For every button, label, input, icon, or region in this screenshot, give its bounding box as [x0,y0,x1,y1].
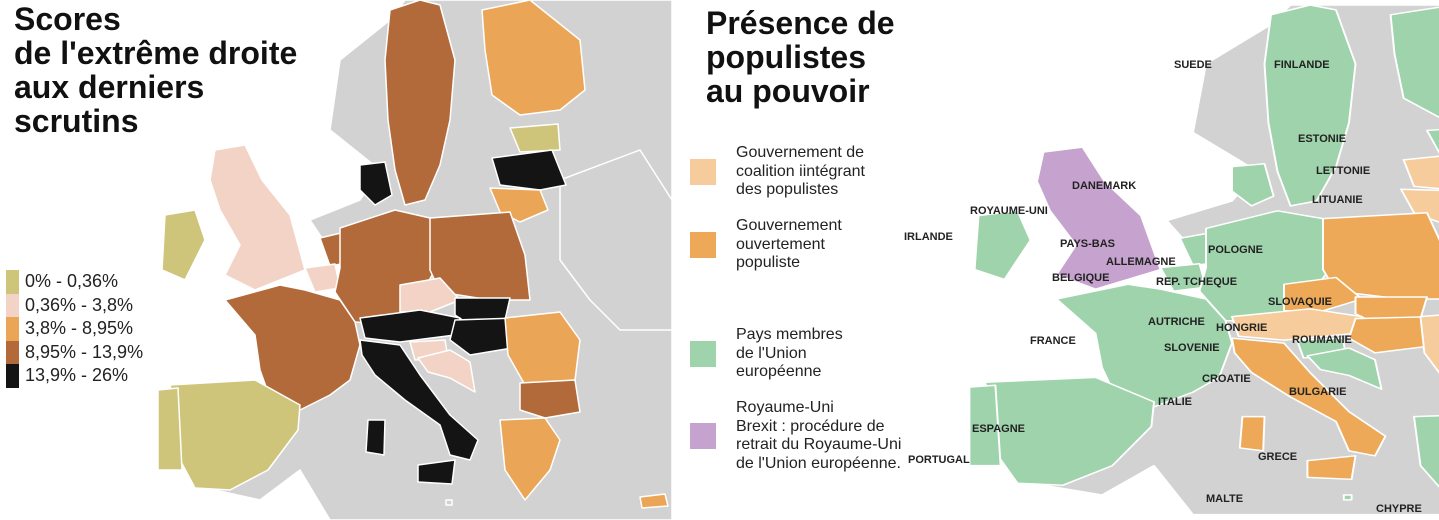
non-eu-land [559,149,672,331]
legend-label: Gouvernement de coalition iintégrant des… [736,144,865,198]
legend-label: 8,95% - 13,9% [25,341,144,362]
country-danemark [359,161,393,206]
legend-label: Royaume-Uni Brexit : procédure de retrai… [736,399,902,472]
right-map-panel: SUEDE FINLANDE ESTONIE LETTONIE LITUANIE DANE… [674,0,1439,520]
country-rep-tcheque [399,277,461,313]
country-italie [359,339,479,461]
legend-item: 0% - 0,36% [6,270,143,294]
country-royaume-uni [1036,146,1162,290]
legend-swatch [690,231,716,258]
legend-swatch [6,293,19,317]
country-label-lituanie: LITUANIE [1312,194,1363,206]
legend-swatch [6,364,19,388]
country-suede [384,0,456,206]
country-label-allemagne: ALLEMAGNE [1106,256,1176,268]
country-italie [1238,415,1266,452]
legend-item: 13,9% - 26% [6,364,143,388]
legend-label: Pays membres de l'Union européenne [736,326,843,380]
country-belgique [304,263,341,293]
legend-swatch [6,317,19,341]
right-map: SUEDE FINLANDE ESTONIE LETTONIE LITUANIE DANE… [904,4,1439,516]
country-label-pays-bas: PAYS-BAS [1060,238,1115,250]
country-danemark [1231,163,1275,207]
country-label-croatie: CROATIE [1202,373,1251,385]
legend-item: Gouvernement ouvertement populiste [690,217,842,273]
country-italie [1231,337,1387,457]
legend-item: Royaume-Uni Brexit : procédure de retrai… [690,399,901,473]
country-lettonie [1402,155,1439,190]
legend-label: 0,36% - 3,8% [25,294,134,315]
country-label-espagne: ESPAGNE [972,423,1025,435]
country-label-grece: GRECE [1258,451,1297,463]
country-label-estonie: ESTONIE [1298,133,1346,145]
legend-label: Gouvernement ouvertement populiste [736,217,842,271]
country-italie [1306,455,1357,481]
left-map-title: Scores de l'extrême droite aux derniers … [14,1,298,139]
legend-swatch [6,340,19,364]
country-bulgarie [519,379,581,419]
country-label-france: FRANCE [1030,335,1076,347]
country-suede [1263,4,1357,207]
country-rep-tcheque [1283,276,1363,312]
country-finlande [481,0,586,116]
country-estonie [509,123,561,153]
country-label-pologne: POLOGNE [1208,244,1263,256]
legend-label: 0% - 0,36% [25,271,119,292]
country-france [1055,283,1233,408]
country-irlande [161,209,206,281]
country-croatie [417,349,476,393]
country-finlande [1389,6,1439,119]
country-label-lettonie: LETTONIE [1316,165,1370,177]
country-label-portugal: PORTUGAL [908,454,970,466]
country-irlande [973,210,1032,281]
left-map [157,0,672,520]
legend-swatch [6,270,19,294]
country-portugal [157,387,183,471]
country-grece [1413,415,1439,488]
legend-swatch [690,423,716,449]
legend-item: 8,95% - 13,9% [6,340,144,364]
country-royaume-uni [209,144,306,291]
country-lituanie [1400,188,1439,224]
country-label-roumanie: ROUMANIE [1292,334,1352,346]
legend-label: 3,8% - 8,95% [25,318,134,339]
left-map-legend: 0% - 0,36% 0,36% - 3,8% 3,8% - 8,95% 8,9… [6,270,143,388]
country-label-autriche: AUTRICHE [1148,316,1205,328]
legend-item: 3,8% - 8,95% [6,317,143,341]
country-label-bulgarie: BULGARIE [1289,386,1346,398]
left-map-panel: Scores de l'extrême droite aux derniers … [0,0,672,520]
legend-item: Pays membres de l'Union européenne [690,326,843,382]
legend-item: 0,36% - 3,8% [6,293,143,317]
country-label-danemark: DANEMARK [1072,180,1136,192]
right-map-title: Présence de populistes au pouvoir [706,5,895,109]
country-italie [417,459,456,485]
country-label-malte: MALTE [1206,493,1243,505]
legend-item: Gouvernement de coalition iintégrant des… [690,144,865,200]
country-malte [1342,494,1353,501]
country-malte [445,499,453,506]
country-label-irlande: IRLANDE [904,231,953,243]
country-lettonie [491,149,567,191]
country-italie [365,419,386,456]
legend-label: 13,9% - 26% [25,365,129,386]
country-grece [499,417,561,501]
country-estonie [1426,128,1439,155]
country-label-slovaquie: SLOVAQUIE [1268,296,1332,308]
country-croatie [1306,347,1383,390]
legend-swatch [690,158,716,185]
country-france [224,284,361,411]
country-label-chypre: CHYPRE [1376,503,1422,515]
country-portugal [968,384,1002,467]
legend-swatch [690,340,716,367]
country-label-italie: ITALIE [1158,396,1192,408]
country-label-slovenie: SLOVENIE [1164,342,1220,354]
country-roumanie [1419,314,1439,374]
country-label-royaume-uni: ROYAUME-UNI [970,205,1048,217]
country-chypre [639,493,669,509]
country-label-belgique: BELGIQUE [1052,272,1109,284]
country-label-rep-tcheque: REP. TCHEQUE [1156,276,1237,288]
country-label-suede: SUEDE [1174,59,1212,71]
country-label-hongrie: HONGRIE [1216,322,1267,334]
country-label-finlande: FINLANDE [1274,59,1330,71]
